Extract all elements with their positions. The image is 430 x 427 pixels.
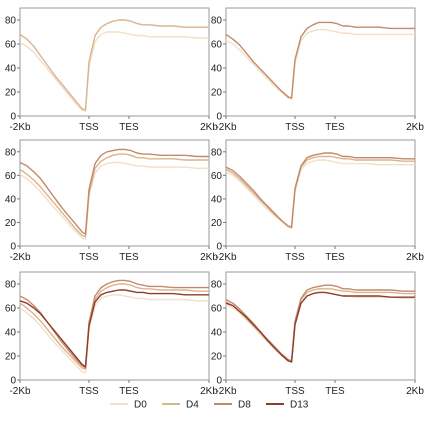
x-tick-label: 2Kb <box>406 386 424 397</box>
x-tick-label: 2Kb <box>406 122 424 133</box>
y-tick-label: 0 <box>216 112 222 123</box>
plot-frame <box>225 139 416 247</box>
y-tick-label: 80 <box>5 147 17 158</box>
series-line-d0 <box>19 294 209 374</box>
y-tick-label: 60 <box>211 304 223 315</box>
y-tick-label: 0 <box>216 242 222 253</box>
x-tick-label: -2Kb <box>215 252 237 263</box>
x-tick-label: 2Kb <box>200 386 218 397</box>
legend-item-d13: D13 <box>266 400 309 411</box>
x-tick-label: 2Kb <box>406 252 424 263</box>
x-tick-label: TES <box>325 386 345 397</box>
panel-3: 0 20 40 60 80 -2Kb TSS TES 2Kb <box>5 139 218 263</box>
x-tick-label: TES <box>119 386 139 397</box>
x-tick-label: -2Kb <box>215 386 237 397</box>
y-tick-label: 80 <box>211 16 223 27</box>
x-tick-label: TES <box>325 252 345 263</box>
series-line-d0 <box>225 159 415 230</box>
y-tick-label: 40 <box>211 328 223 339</box>
y-tick-label: 0 <box>10 242 16 253</box>
y-tick-label: 20 <box>5 88 17 99</box>
series-line-d4 <box>19 283 209 370</box>
plot-frame <box>19 139 210 247</box>
x-tick-label: -2Kb <box>215 122 237 133</box>
series-line-d4 <box>19 19 209 111</box>
legend-item-d0: D0 <box>110 400 147 411</box>
y-tick-label: 80 <box>5 280 17 291</box>
plot-frame <box>225 7 416 117</box>
series-line-d8 <box>225 21 415 99</box>
plot-frame <box>19 271 210 381</box>
series-line-d13 <box>225 291 415 363</box>
x-tick-label: TSS <box>79 252 99 263</box>
y-tick-label: 0 <box>10 376 16 387</box>
x-tick-label: -2Kb <box>9 386 31 397</box>
legend-label: D0 <box>134 400 147 411</box>
y-tick-label: 40 <box>5 64 17 75</box>
x-tick-label: TSS <box>285 252 305 263</box>
x-tick-label: TES <box>119 252 139 263</box>
series-line-d8 <box>225 152 415 228</box>
legend: D0 D4 D8 D13 <box>110 400 309 411</box>
x-tick-label: -2Kb <box>9 122 31 133</box>
panel-4: 0 20 40 60 80 -2Kb TSS TES 2Kb <box>211 139 424 263</box>
panel-5: 0 20 40 60 80 -2Kb TSS TES 2Kb <box>5 271 218 397</box>
y-tick-label: 40 <box>5 328 17 339</box>
x-tick-label: TSS <box>79 386 99 397</box>
x-tick-label: -2Kb <box>9 252 31 263</box>
legend-item-d4: D4 <box>162 400 199 411</box>
legend-label: D13 <box>290 400 309 411</box>
series-line-d0 <box>19 31 209 112</box>
legend-label: D4 <box>186 400 199 411</box>
series-line-d8 <box>19 148 209 235</box>
legend-item-d8: D8 <box>214 400 251 411</box>
y-tick-label: 60 <box>5 171 17 182</box>
x-tick-label: TSS <box>79 122 99 133</box>
series-line-d0 <box>225 28 415 100</box>
x-tick-label: 2Kb <box>200 252 218 263</box>
series-line-d4 <box>19 153 209 238</box>
x-tick-label: TSS <box>285 122 305 133</box>
panel-1: 0 20 40 60 80 -2Kb TSS TES 2Kb <box>5 7 218 133</box>
y-tick-label: 80 <box>211 280 223 291</box>
plot-frame <box>225 271 416 381</box>
legend-label: D8 <box>238 400 251 411</box>
series-line-d4 <box>225 155 415 228</box>
y-tick-label: 20 <box>211 218 223 229</box>
panel-2: 0 20 40 60 80 -2Kb TSS TES 2Kb <box>211 7 424 133</box>
plot-frame <box>19 7 210 117</box>
x-tick-label: TES <box>119 122 139 133</box>
y-tick-label: 40 <box>211 64 223 75</box>
y-tick-label: 80 <box>5 16 17 27</box>
y-tick-label: 40 <box>211 194 223 205</box>
series-line-d4 <box>225 288 415 362</box>
y-tick-label: 80 <box>211 147 223 158</box>
y-tick-label: 60 <box>5 40 17 51</box>
y-tick-label: 60 <box>211 171 223 182</box>
series-line-d0 <box>19 161 209 240</box>
y-tick-label: 20 <box>211 88 223 99</box>
y-tick-label: 20 <box>5 218 17 229</box>
y-tick-label: 0 <box>10 112 16 123</box>
series-line-d13 <box>19 289 209 368</box>
panel-6: 0 20 40 60 80 -2Kb TSS TES 2Kb <box>211 271 424 397</box>
x-tick-label: TES <box>325 122 345 133</box>
x-tick-label: TSS <box>285 386 305 397</box>
x-tick-label: 2Kb <box>200 122 218 133</box>
y-tick-label: 60 <box>211 40 223 51</box>
y-tick-label: 20 <box>211 352 223 363</box>
y-tick-label: 40 <box>5 194 17 205</box>
y-tick-label: 0 <box>216 376 222 387</box>
y-tick-label: 20 <box>5 352 17 363</box>
y-tick-label: 60 <box>5 304 17 315</box>
